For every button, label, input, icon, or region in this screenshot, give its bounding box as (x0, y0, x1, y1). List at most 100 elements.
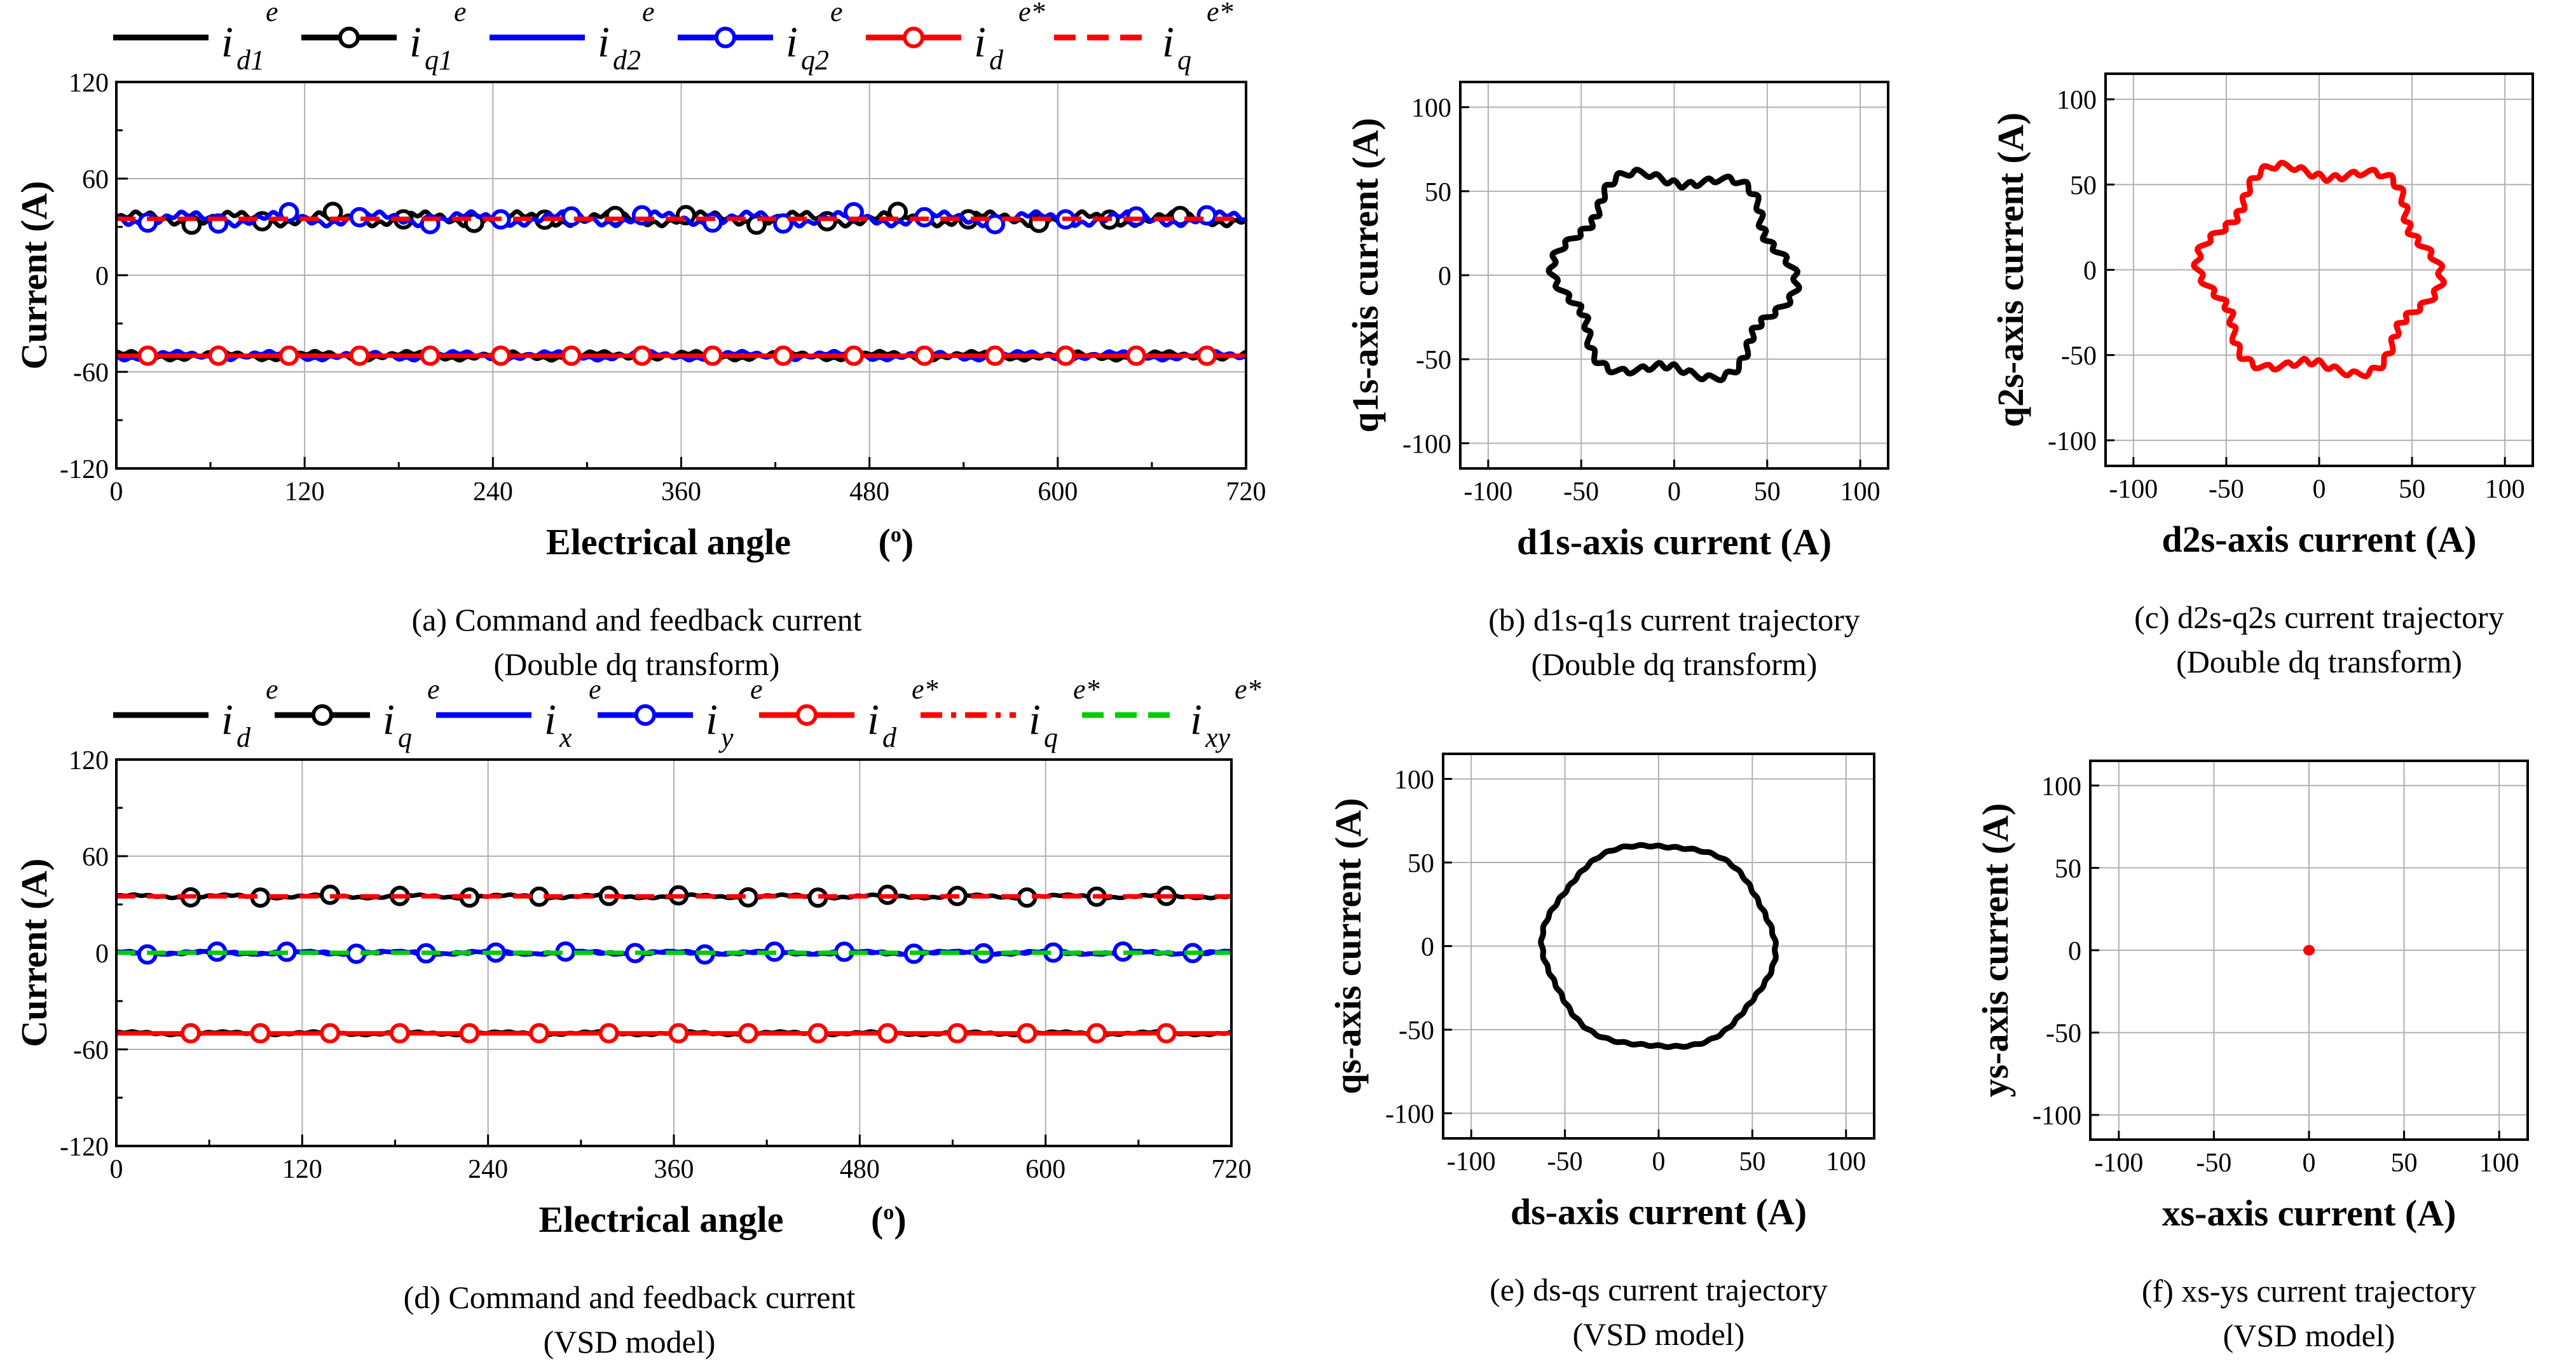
caption-line1: (e) ds-qs current trajectory (1490, 1272, 1828, 1307)
chart-f: -100 -50 0 50 100 100 50 0 -50 -100 xs-axis curren… (1975, 760, 2529, 1353)
series-marker-ide* (1126, 345, 1147, 366)
y-axis-label: Current (A) (13, 859, 55, 1047)
y-tick-label: 120 (69, 746, 109, 775)
plot-frame (115, 758, 1233, 1147)
legend-item: i q2e (678, 0, 843, 76)
x-tick-label: 100 (2485, 475, 2525, 504)
legend-label-base: i (1162, 18, 1174, 66)
x-tick-label: 600 (1025, 1155, 1065, 1184)
legend-marker (338, 27, 360, 48)
series-marker-ide* (1156, 1023, 1177, 1044)
series-marker-ide* (529, 1023, 550, 1044)
legend-label-sub: d2 (613, 44, 641, 76)
legend-label-sub: q (1177, 44, 1191, 76)
y-tick-label: 60 (82, 165, 109, 194)
caption-line2: (VSD model) (2223, 1318, 2395, 1353)
x-axis-label: Electrical angle (546, 521, 791, 563)
y-tick-label: 100 (2057, 86, 2097, 115)
series-marker-ide* (1055, 345, 1076, 366)
legend-marker (312, 704, 333, 726)
legend-label-sup: e* (1235, 674, 1261, 705)
y-tick-label: 50 (2055, 854, 2081, 883)
x-tick-label: 360 (661, 477, 701, 507)
caption-line2: (VSD model) (544, 1324, 716, 1360)
x-tick-label: 50 (2399, 475, 2425, 504)
caption-line2: (VSD model) (1573, 1316, 1745, 1352)
legend-label-sub: xy (1205, 722, 1231, 753)
x-tick-label: -50 (1563, 477, 1599, 507)
series-marker-ide* (250, 1023, 271, 1044)
x-tick-label: 100 (1826, 1147, 1866, 1177)
x-tick-label: 720 (1212, 1155, 1252, 1184)
x-axis-label: xs-axis current (A) (2162, 1192, 2456, 1234)
x-axis-label: Electrical angle (539, 1199, 784, 1240)
legend-label-sup: e (427, 674, 440, 705)
legend-label-sup: e (589, 674, 601, 705)
legend-label-sub: y (718, 722, 734, 753)
x-tick-label: -100 (2109, 475, 2158, 504)
y-axis-label: q1s-axis current (A) (1345, 118, 1386, 432)
plot-frame (1459, 81, 1889, 470)
x-axis-label: d1s-axis current (A) (1517, 521, 1832, 563)
series-marker-ide* (843, 345, 864, 366)
legend-label-sub: q (1044, 722, 1058, 753)
y-tick-label: 0 (1421, 933, 1434, 962)
y-axis-label: qs-axis current (A) (1327, 798, 1369, 1094)
legend-item: i qe (275, 674, 440, 753)
x-tick-label: 50 (2391, 1149, 2418, 1178)
x-tick-label: 120 (285, 477, 325, 507)
y-tick-label: -60 (73, 358, 109, 388)
caption-line2: (Double dq transform) (2176, 644, 2462, 679)
y-tick-label: 0 (2083, 257, 2097, 286)
legend-label-sub: q1 (425, 44, 453, 76)
series-marker-ide* (947, 1023, 968, 1044)
x-tick-label: 100 (2479, 1149, 2519, 1178)
legend-label-sub: d1 (236, 44, 264, 76)
x-tick-label: 50 (1754, 477, 1781, 507)
legend-label-sub: d (236, 722, 251, 753)
x-tick-label: 0 (110, 1155, 123, 1184)
y-tick-label: -60 (73, 1036, 109, 1065)
legend-label-sub: q2 (801, 44, 829, 76)
series-marker-iq2e (1196, 205, 1217, 226)
series-marker-ide* (985, 345, 1006, 366)
x-tick-label: 480 (840, 1155, 880, 1184)
y-tick-label: 0 (2068, 937, 2081, 966)
x-tick-label: -50 (2196, 1149, 2231, 1178)
legend-item: i xe (436, 674, 601, 753)
x-tick-label: 0 (1668, 477, 1681, 507)
series-marker-ide* (1017, 1023, 1038, 1044)
y-axis-label: q2s-axis current (A) (1990, 113, 2031, 427)
caption-line1: (f) xs-ys current trajectory (2142, 1273, 2476, 1309)
series-marker-ide* (807, 1023, 828, 1044)
x-axis-unit: (o) (879, 521, 914, 563)
y-tick-label: -100 (1385, 1100, 1434, 1129)
caption-line1: (b) d1s-q1s current trajectory (1488, 602, 1860, 638)
series-marker-ide* (389, 1023, 410, 1044)
series-marker-ide* (180, 1023, 201, 1044)
series-marker-iq2e (1126, 206, 1147, 227)
legend-item: i d2e (490, 0, 655, 76)
series-marker-ide* (459, 1023, 480, 1044)
legend-label-base: i (544, 695, 556, 744)
legend-item: i d1e (113, 0, 278, 76)
x-tick-label: -100 (1447, 1147, 1496, 1177)
series-marker-ide* (208, 345, 229, 366)
legend-item: i de (113, 674, 278, 753)
legend-label-base: i (221, 18, 233, 66)
y-tick-label: 120 (69, 69, 109, 98)
legend-marker (796, 704, 818, 726)
legend-label-sup: e* (912, 674, 938, 705)
x-tick-label: 120 (282, 1155, 322, 1184)
series-marker-ide* (702, 345, 723, 366)
series-marker-ide* (1196, 345, 1217, 366)
series-marker-iq2e (278, 201, 299, 222)
series-marker-ide* (737, 1023, 758, 1044)
legend-label-sup: e* (1207, 0, 1233, 27)
y-tick-label: -100 (2048, 427, 2097, 456)
x-tick-label: 0 (1652, 1147, 1666, 1177)
x-tick-label: 600 (1038, 477, 1078, 507)
legend-label-sub: q (398, 722, 412, 753)
y-tick-label: -50 (2061, 342, 2097, 371)
plot-frame (2089, 760, 2529, 1141)
